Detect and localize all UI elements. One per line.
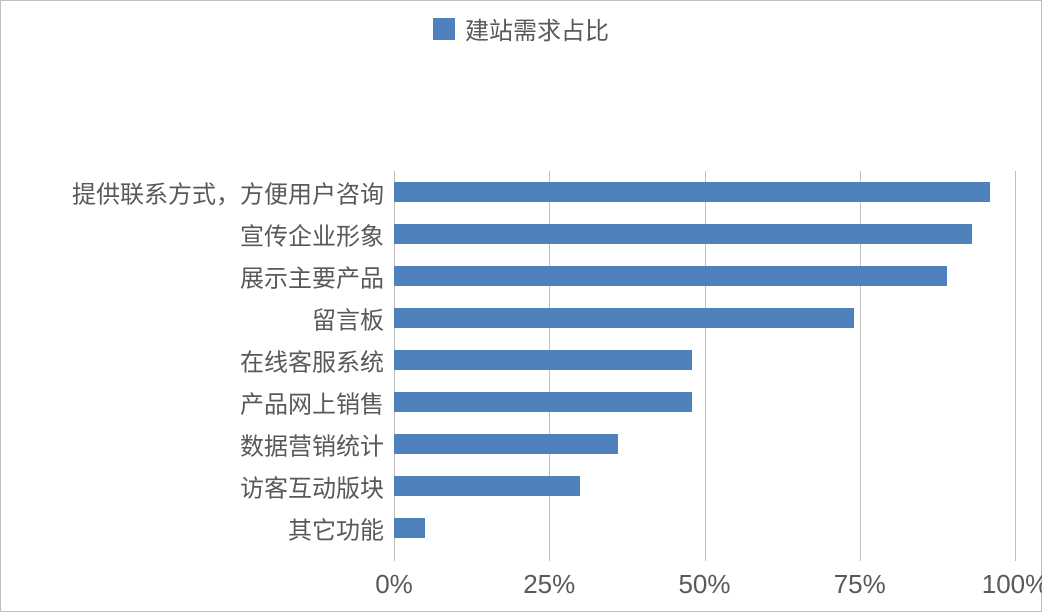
category-label: 数据营销统计 [240, 427, 394, 462]
bar [394, 434, 618, 454]
plot-area: 0%25%50%75%100%提供联系方式，方便用户咨询宣传企业形象展示主要产品… [394, 171, 1015, 561]
bar [394, 476, 580, 496]
bar [394, 392, 692, 412]
category-label: 访客互动版块 [240, 469, 394, 504]
legend-swatch [433, 18, 455, 40]
x-tick-label: 50% [678, 561, 730, 600]
x-tick-label: 25% [523, 561, 575, 600]
category-label: 留言板 [312, 301, 394, 336]
x-tick-label: 0% [375, 561, 413, 600]
x-tick-label: 100% [982, 561, 1042, 600]
category-label: 提供联系方式，方便用户咨询 [72, 175, 394, 210]
gridline [1015, 171, 1016, 561]
category-label: 宣传企业形象 [240, 217, 394, 252]
legend: 建站需求占比 [1, 11, 1041, 46]
category-label: 其它功能 [288, 511, 394, 546]
legend-label: 建站需求占比 [465, 11, 609, 46]
bar [394, 182, 990, 202]
bar [394, 308, 854, 328]
bar [394, 518, 425, 538]
category-label: 产品网上销售 [240, 385, 394, 420]
bar [394, 266, 947, 286]
category-label: 在线客服系统 [240, 343, 394, 378]
category-label: 展示主要产品 [240, 259, 394, 294]
bar [394, 350, 692, 370]
bar [394, 224, 972, 244]
chart-frame: 建站需求占比 0%25%50%75%100%提供联系方式，方便用户咨询宣传企业形… [0, 0, 1042, 612]
legend-item: 建站需求占比 [433, 11, 609, 46]
x-tick-label: 75% [834, 561, 886, 600]
